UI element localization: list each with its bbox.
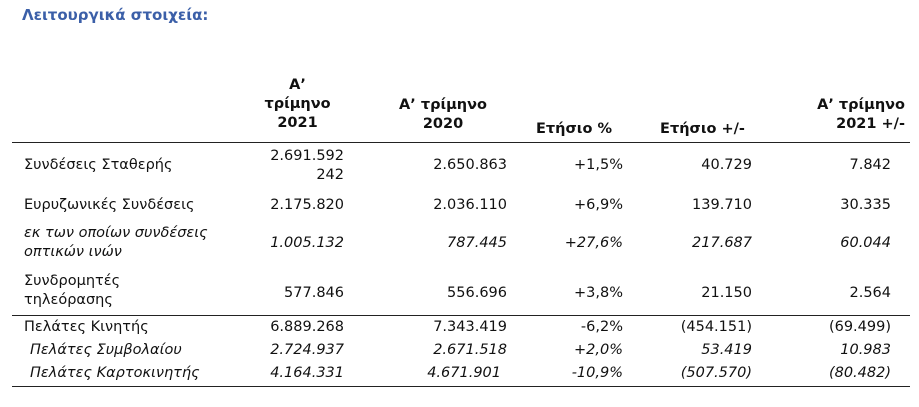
header-yoy-abs: Ετήσιο +/- — [660, 121, 745, 137]
row-label-broadband: Ευρυζωνικές Συνδέσεις — [24, 197, 195, 213]
cell-yoy-abs: 21.150 — [701, 285, 752, 301]
cell-q-change: (69.499) — [828, 319, 891, 335]
cell-q-change: 60.044 — [840, 235, 891, 251]
cell-q1-2021: 2.175.820 — [270, 197, 344, 213]
cell-q1-2021: 4.164.331 — [270, 365, 344, 381]
cell-yoy-abs: 40.729 — [701, 157, 752, 173]
cell-yoy-abs: (454.151) — [680, 319, 752, 335]
cell-q1-2020: 2.650.863 — [433, 157, 507, 173]
cell-q1-2021: 1.005.132 — [270, 235, 344, 251]
row-label-contract: Πελάτες Συμβολαίου — [30, 342, 182, 358]
cell-yoy-abs: (507.570) — [680, 365, 752, 381]
cell-q1-2020: 2.671.518 — [433, 342, 507, 358]
cell-yoy-pct: -10,9% — [571, 365, 623, 381]
header-q1-2021-change: Α’ τρίμηνο 2021 +/- — [817, 97, 905, 132]
header-q1-2021: Α’ τρίμηνο 2021 — [264, 77, 331, 131]
cell-q-change: 30.335 — [840, 197, 891, 213]
cell-yoy-pct: +3,8% — [574, 285, 623, 301]
bottom-rule — [12, 386, 910, 387]
cell-q-change: (80.482) — [828, 365, 891, 381]
cell-q1-2021: 577.846 — [284, 285, 344, 301]
cell-q-change: 10.983 — [840, 342, 891, 358]
row-label-fiber: εκ των οποίων συνδέσεις οπτικών ινών — [24, 225, 208, 260]
cell-q1-2020: 4.671.901 — [427, 365, 501, 381]
cell-yoy-pct: +6,9% — [574, 197, 623, 213]
row-label-mobile: Πελάτες Κινητής — [24, 319, 149, 335]
header-yoy-pct: Ετήσιο % — [536, 121, 612, 137]
cell-q1-2020: 2.036.110 — [433, 197, 507, 213]
cell-yoy-pct: +27,6% — [564, 235, 623, 251]
cell-yoy-abs: 139.710 — [692, 197, 752, 213]
cell-yoy-pct: +1,5% — [574, 157, 623, 173]
cell-q1-2021: 6.889.268 — [270, 319, 344, 335]
row-label-prepaid: Πελάτες Καρτοκινητής — [30, 365, 200, 381]
row-label-fixed-lines: Συνδέσεις Σταθερής — [24, 157, 173, 173]
cell-yoy-abs: 217.687 — [692, 235, 752, 251]
section-title: Λειτουργικά στοιχεία: — [22, 6, 209, 24]
cell-yoy-pct: -6,2% — [580, 319, 623, 335]
header-rule — [12, 142, 910, 143]
cell-q1-2021: 2.691.592 242 — [270, 148, 344, 183]
cell-q1-2020: 556.696 — [447, 285, 507, 301]
cell-q1-2020: 7.343.419 — [433, 319, 507, 335]
cell-yoy-pct: +2,0% — [574, 342, 623, 358]
header-q1-2020: Α’ τρίμηνο 2020 — [399, 97, 487, 132]
row-label-tv: Συνδρομητές τηλεόρασης — [24, 273, 121, 308]
section-rule — [12, 315, 910, 316]
cell-yoy-abs: 53.419 — [701, 342, 752, 358]
cell-q1-2021: 2.724.937 — [270, 342, 344, 358]
cell-q-change: 2.564 — [849, 285, 891, 301]
cell-q1-2020: 787.445 — [447, 235, 507, 251]
cell-q-change: 7.842 — [849, 157, 891, 173]
